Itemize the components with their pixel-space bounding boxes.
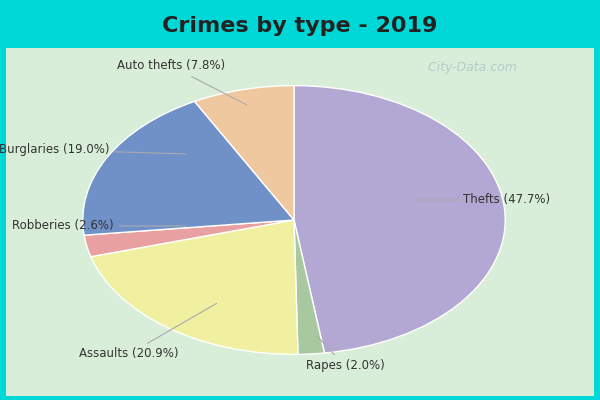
Wedge shape [83, 102, 294, 235]
Text: Robberies (2.6%): Robberies (2.6%) [12, 220, 186, 232]
Text: Thefts (47.7%): Thefts (47.7%) [414, 194, 551, 206]
Wedge shape [194, 86, 294, 220]
Text: Rapes (2.0%): Rapes (2.0%) [305, 336, 385, 372]
Text: Assaults (20.9%): Assaults (20.9%) [79, 303, 217, 360]
Text: Auto thefts (7.8%): Auto thefts (7.8%) [117, 60, 247, 105]
Text: Crimes by type - 2019: Crimes by type - 2019 [163, 16, 437, 36]
Text: Burglaries (19.0%): Burglaries (19.0%) [0, 144, 186, 156]
Wedge shape [91, 220, 298, 354]
Text: City-Data.com: City-Data.com [420, 62, 517, 74]
Wedge shape [294, 220, 325, 354]
Wedge shape [294, 86, 505, 353]
Wedge shape [84, 220, 294, 257]
